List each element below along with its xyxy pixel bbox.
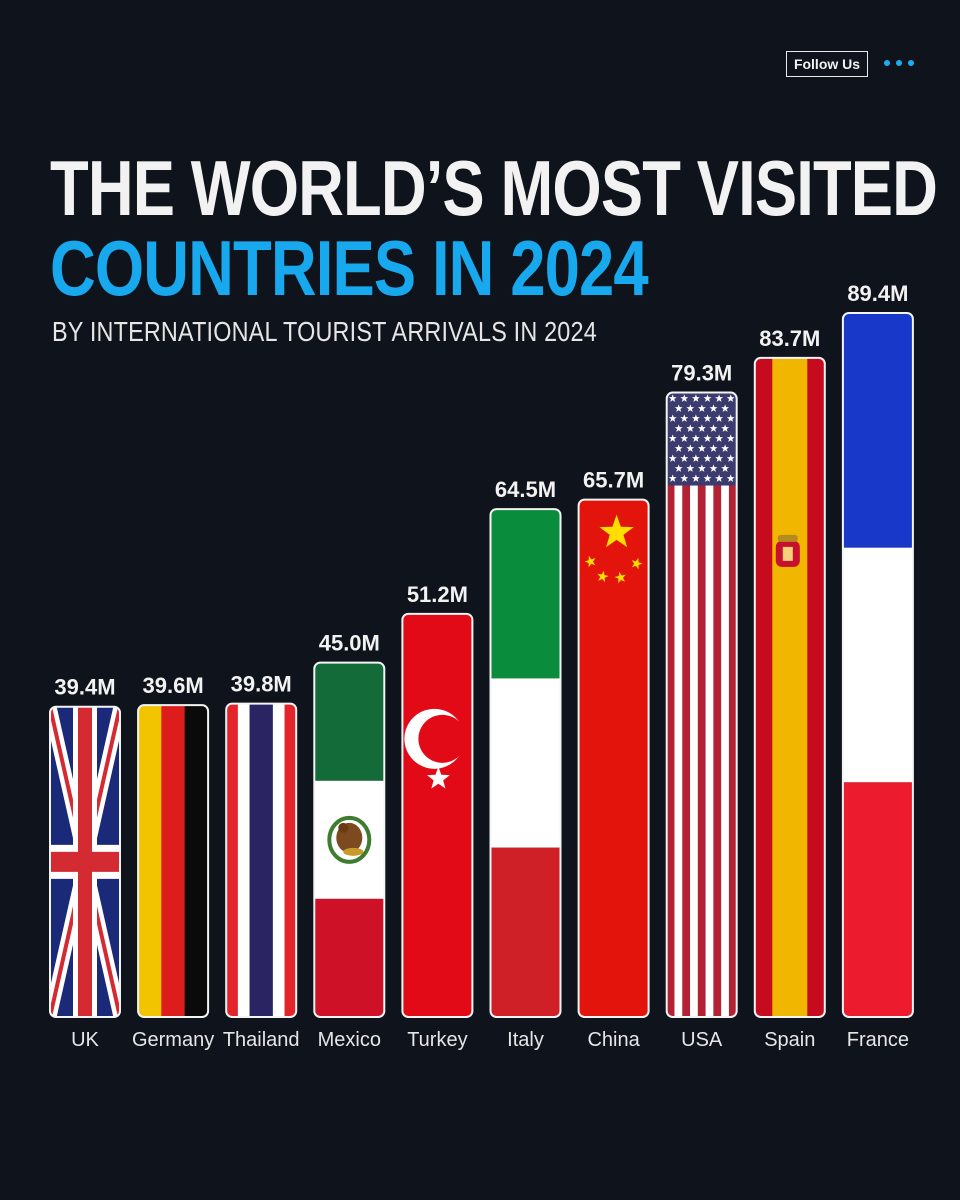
bar-value-label: 79.3M xyxy=(671,361,732,386)
category-label: Spain xyxy=(764,1029,815,1051)
spain-flag-icon xyxy=(754,357,825,1017)
bar-outline xyxy=(489,508,562,1018)
bar-usa xyxy=(665,391,738,1018)
bar-spain xyxy=(753,356,826,1018)
subtitle: BY INTERNATIONAL TOURIST ARRIVALS IN 202… xyxy=(52,316,597,348)
title-line-2: COUNTRIES IN 2024 xyxy=(50,225,649,313)
china-flag-icon xyxy=(578,499,649,1017)
bar-france xyxy=(841,312,914,1018)
uk-flag-icon xyxy=(50,706,120,1017)
bar-outline xyxy=(313,661,386,1018)
bar-value-label: 39.4M xyxy=(54,675,115,700)
category-label: China xyxy=(587,1029,640,1051)
category-label: France xyxy=(847,1029,909,1051)
bar-outline xyxy=(401,612,474,1018)
turkey-flag-icon xyxy=(402,613,473,1017)
bar-value-label: 45.0M xyxy=(319,631,380,656)
more-dot xyxy=(908,60,914,66)
bar-thailand xyxy=(225,702,298,1018)
category-label: Thailand xyxy=(223,1029,300,1051)
category-label: USA xyxy=(681,1029,723,1051)
bar-outline xyxy=(49,705,121,1018)
bar-value-label: 64.5M xyxy=(495,477,556,502)
bar-uk xyxy=(49,705,121,1018)
bar-outline xyxy=(665,391,738,1018)
bar-mexico xyxy=(313,661,386,1018)
bar-outline xyxy=(577,498,650,1018)
follow-us-button[interactable]: Follow Us xyxy=(786,51,868,77)
bar-outline xyxy=(225,702,298,1018)
usa-flag-icon xyxy=(666,392,737,1017)
category-label: Mexico xyxy=(318,1029,381,1051)
bar-value-label: 65.7M xyxy=(583,468,644,493)
germany-flag-icon xyxy=(138,705,209,1017)
bar-china xyxy=(577,498,650,1018)
more-dot xyxy=(884,60,890,66)
category-label: UK xyxy=(71,1029,99,1051)
bar-outline xyxy=(841,312,914,1018)
thailand-flag-icon xyxy=(226,703,297,1017)
bar-value-label: 51.2M xyxy=(407,582,468,607)
bar-italy xyxy=(489,508,562,1018)
bar-turkey xyxy=(401,612,474,1018)
category-label: Germany xyxy=(132,1029,214,1051)
bar-outline xyxy=(753,356,826,1018)
bar-value-label: 39.8M xyxy=(231,672,292,697)
more-dot xyxy=(896,60,902,66)
france-flag-icon xyxy=(842,313,913,1017)
category-label: Italy xyxy=(507,1029,544,1051)
italy-flag-icon xyxy=(490,509,561,1017)
bar-germany xyxy=(137,704,210,1018)
bar-value-label: 89.4M xyxy=(847,281,908,306)
category-label: Turkey xyxy=(407,1029,467,1051)
mexico-flag-icon xyxy=(314,662,385,1017)
bar-value-label: 83.7M xyxy=(759,326,820,351)
title-line-1: THE WORLD’S MOST VISITED xyxy=(50,145,938,233)
more-dots-icon[interactable] xyxy=(884,52,914,74)
bar-value-label: 39.6M xyxy=(143,673,204,698)
bar-outline xyxy=(137,704,210,1018)
